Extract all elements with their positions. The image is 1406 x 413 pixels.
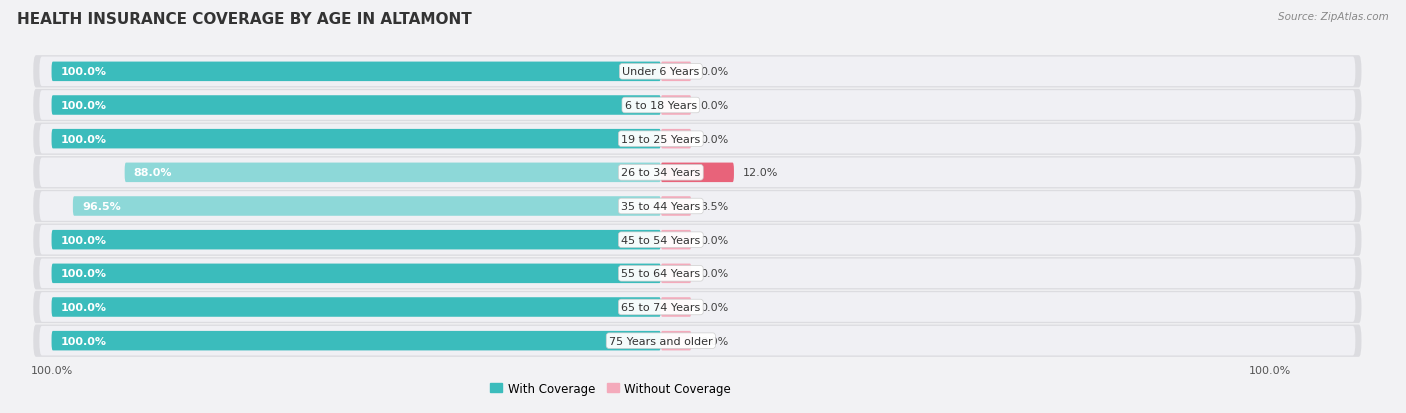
Text: 19 to 25 Years: 19 to 25 Years: [621, 134, 700, 144]
Text: 75 Years and older: 75 Years and older: [609, 336, 713, 346]
FancyBboxPatch shape: [34, 258, 1361, 290]
FancyBboxPatch shape: [52, 130, 661, 149]
FancyBboxPatch shape: [34, 190, 1361, 223]
Text: 0.0%: 0.0%: [700, 302, 728, 312]
Text: 0.0%: 0.0%: [700, 269, 728, 279]
Text: 0.0%: 0.0%: [700, 336, 728, 346]
Text: 6 to 18 Years: 6 to 18 Years: [624, 101, 697, 111]
FancyBboxPatch shape: [52, 230, 661, 250]
Text: 65 to 74 Years: 65 to 74 Years: [621, 302, 700, 312]
FancyBboxPatch shape: [661, 197, 692, 216]
Text: 35 to 44 Years: 35 to 44 Years: [621, 202, 700, 211]
FancyBboxPatch shape: [73, 197, 661, 216]
Text: 45 to 54 Years: 45 to 54 Years: [621, 235, 700, 245]
Text: 26 to 34 Years: 26 to 34 Years: [621, 168, 700, 178]
Text: 100.0%: 100.0%: [60, 67, 107, 77]
FancyBboxPatch shape: [661, 163, 734, 183]
FancyBboxPatch shape: [39, 259, 1355, 288]
FancyBboxPatch shape: [39, 292, 1355, 322]
FancyBboxPatch shape: [661, 230, 692, 250]
Text: 100.0%: 100.0%: [60, 101, 107, 111]
Text: 100.0%: 100.0%: [60, 302, 107, 312]
Text: 88.0%: 88.0%: [134, 168, 173, 178]
FancyBboxPatch shape: [39, 158, 1355, 188]
Text: 100.0%: 100.0%: [60, 336, 107, 346]
FancyBboxPatch shape: [661, 264, 692, 283]
FancyBboxPatch shape: [39, 91, 1355, 121]
FancyBboxPatch shape: [34, 224, 1361, 256]
FancyBboxPatch shape: [34, 325, 1361, 357]
Text: 100.0%: 100.0%: [60, 235, 107, 245]
FancyBboxPatch shape: [39, 57, 1355, 87]
FancyBboxPatch shape: [52, 96, 661, 116]
FancyBboxPatch shape: [34, 123, 1361, 155]
Text: Under 6 Years: Under 6 Years: [623, 67, 699, 77]
FancyBboxPatch shape: [34, 56, 1361, 88]
Text: 0.0%: 0.0%: [700, 235, 728, 245]
Text: 55 to 64 Years: 55 to 64 Years: [621, 269, 700, 279]
Text: HEALTH INSURANCE COVERAGE BY AGE IN ALTAMONT: HEALTH INSURANCE COVERAGE BY AGE IN ALTA…: [17, 12, 471, 27]
Text: 0.0%: 0.0%: [700, 134, 728, 144]
FancyBboxPatch shape: [34, 157, 1361, 189]
FancyBboxPatch shape: [125, 163, 661, 183]
FancyBboxPatch shape: [34, 90, 1361, 122]
Text: 0.0%: 0.0%: [700, 101, 728, 111]
Text: 12.0%: 12.0%: [744, 168, 779, 178]
FancyBboxPatch shape: [52, 62, 661, 82]
FancyBboxPatch shape: [34, 291, 1361, 323]
FancyBboxPatch shape: [39, 125, 1355, 154]
FancyBboxPatch shape: [52, 264, 661, 283]
FancyBboxPatch shape: [661, 62, 692, 82]
FancyBboxPatch shape: [661, 297, 692, 317]
Text: 0.0%: 0.0%: [700, 67, 728, 77]
Text: 3.5%: 3.5%: [700, 202, 728, 211]
Text: 100.0%: 100.0%: [60, 269, 107, 279]
FancyBboxPatch shape: [661, 130, 692, 149]
FancyBboxPatch shape: [52, 297, 661, 317]
FancyBboxPatch shape: [39, 326, 1355, 356]
Legend: With Coverage, Without Coverage: With Coverage, Without Coverage: [485, 377, 735, 399]
FancyBboxPatch shape: [39, 225, 1355, 255]
Text: Source: ZipAtlas.com: Source: ZipAtlas.com: [1278, 12, 1389, 22]
FancyBboxPatch shape: [661, 331, 692, 351]
Text: 100.0%: 100.0%: [60, 134, 107, 144]
FancyBboxPatch shape: [661, 96, 692, 116]
Text: 96.5%: 96.5%: [82, 202, 121, 211]
FancyBboxPatch shape: [52, 331, 661, 351]
FancyBboxPatch shape: [39, 192, 1355, 221]
